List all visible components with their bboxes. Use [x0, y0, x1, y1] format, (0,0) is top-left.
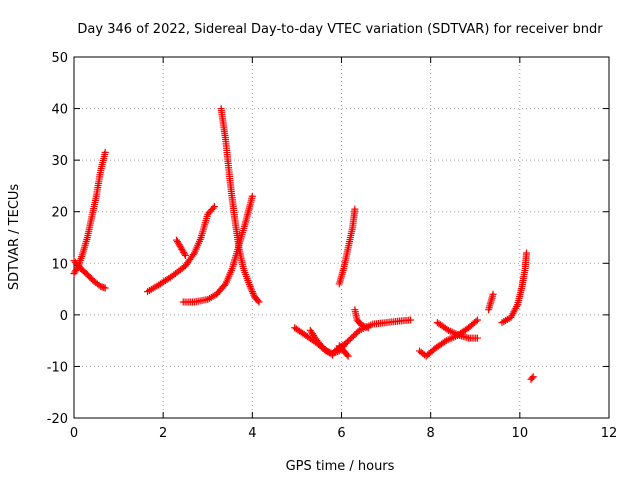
chart-title: Day 346 of 2022, Sidereal Day-to-day VTE…	[77, 22, 603, 37]
plot-frame	[73, 56, 610, 419]
data-point	[247, 284, 255, 292]
data-track-1	[70, 148, 109, 278]
data-point	[189, 251, 197, 259]
data-track-6	[217, 105, 263, 306]
x-tick-label: 8	[427, 426, 435, 441]
x-tick-label: 2	[159, 426, 167, 441]
data-point	[344, 352, 352, 360]
data-point	[248, 192, 256, 200]
data-track-3	[144, 203, 218, 296]
data-track-10	[335, 342, 352, 360]
data-point	[246, 282, 254, 290]
data-point	[523, 249, 531, 257]
data-point	[329, 351, 337, 359]
data-point	[363, 323, 371, 331]
y-tick-label: 40	[51, 103, 68, 118]
data-point	[358, 321, 366, 329]
data-point	[101, 284, 109, 292]
data-point	[407, 316, 415, 324]
y-tick-label: 50	[51, 51, 68, 66]
y-tick-label: 20	[51, 206, 68, 221]
data-track-17	[527, 373, 537, 383]
data-track-16	[498, 249, 531, 327]
data-point	[359, 322, 367, 330]
y-tick-label: 0	[60, 309, 68, 324]
y-tick-label: 10	[51, 257, 68, 272]
data-track-12	[351, 306, 372, 332]
data-track-14	[433, 319, 481, 342]
data-point	[248, 286, 256, 294]
x-tick-label: 0	[70, 426, 78, 441]
data-point	[473, 316, 481, 324]
data-point	[181, 252, 189, 260]
data-track-8	[306, 326, 337, 359]
y-axis-label: SDTVAR / TECUs	[7, 184, 22, 291]
data-track-5	[179, 192, 256, 306]
data-point	[351, 205, 359, 213]
data-track-2	[70, 257, 109, 292]
y-tick-label: -10	[47, 360, 68, 375]
data-point	[343, 351, 351, 359]
data-point	[472, 317, 480, 325]
x-tick-label: 4	[248, 426, 256, 441]
x-axis-label: GPS time / hours	[286, 459, 395, 474]
data-point	[254, 297, 262, 305]
data-point	[210, 203, 218, 211]
x-tick-label: 6	[337, 426, 345, 441]
data-point	[181, 250, 189, 258]
x-tick-label: 10	[512, 426, 529, 441]
data-point	[101, 148, 109, 156]
y-tick-label: -20	[47, 412, 68, 427]
data-point	[473, 334, 481, 342]
x-tick-label: 12	[601, 426, 618, 441]
data-point	[528, 374, 536, 382]
data-layer	[70, 105, 537, 383]
data-point	[255, 298, 263, 306]
data-track-4	[173, 236, 189, 260]
data-point	[249, 289, 257, 297]
data-point	[209, 204, 217, 212]
grid-layer	[74, 57, 609, 418]
tick-layer: 0 2 4 6 8 10 12 -20 -10 0 10 20 30 40 50	[47, 51, 618, 441]
data-point	[327, 350, 335, 358]
data-point	[489, 290, 497, 298]
data-point	[364, 324, 372, 332]
data-track-11	[335, 205, 359, 288]
y-tick-label: 30	[51, 154, 68, 169]
data-point	[529, 373, 537, 381]
data-point	[248, 288, 256, 296]
data-track-15	[485, 290, 497, 314]
data-point	[361, 322, 369, 330]
